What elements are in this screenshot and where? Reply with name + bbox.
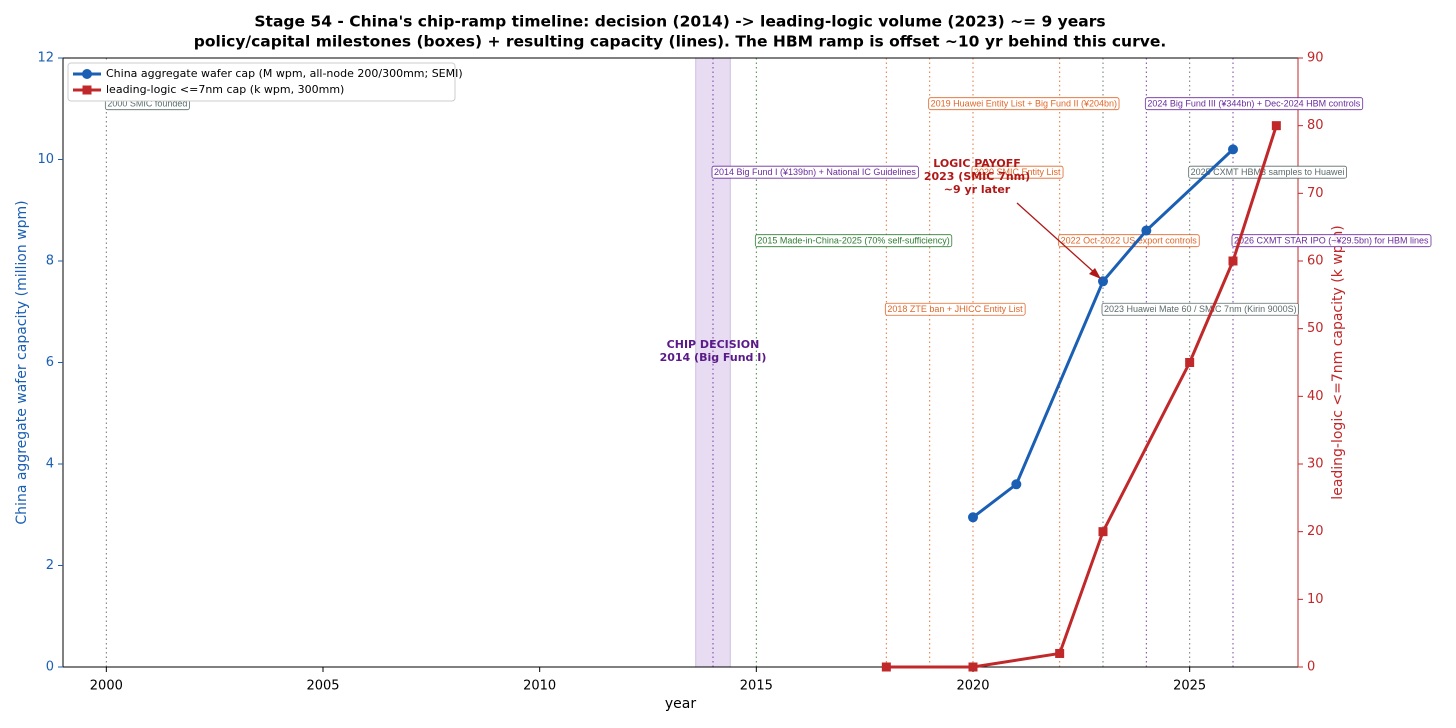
arrow-head	[1089, 268, 1101, 279]
x-axis-label: year	[665, 696, 696, 712]
milestone-box	[1144, 97, 1364, 111]
y2-tick-label: 60	[1307, 254, 1324, 269]
data-point	[1228, 256, 1238, 266]
milestone-box	[884, 302, 1026, 316]
data-point	[1098, 276, 1108, 287]
annotation: 2023 (SMIC 7nm)	[924, 170, 1030, 183]
legend-box	[67, 62, 456, 102]
milestone-box	[1188, 165, 1347, 179]
legend: China aggregate wafer cap (M wpm, all-no…	[67, 62, 463, 102]
y-tick-label: 0	[46, 660, 54, 675]
milestone-box	[1101, 302, 1299, 316]
y2-tick-label: 20	[1307, 524, 1324, 539]
milestone-box	[971, 165, 1064, 179]
data-point	[968, 512, 978, 523]
milestone-label: 2023 Huawei Mate 60 / SMIC 7nm (Kirin 90…	[1104, 304, 1297, 314]
x-tick-label: 2015	[740, 679, 773, 694]
y2-tick-label: 40	[1307, 389, 1324, 404]
x-tick-label: 2020	[956, 679, 989, 694]
chart-title: Stage 54 - China's chip-ramp timeline: d…	[254, 13, 1105, 31]
milestone-label: 2024 Big Fund III (¥344bn) + Dec-2024 HB…	[1147, 99, 1360, 109]
annotation: LOGIC PAYOFF	[933, 157, 1020, 170]
milestone-box	[754, 234, 953, 248]
y2-tick-label: 80	[1307, 118, 1324, 133]
milestone-box	[1231, 234, 1432, 248]
annotation: CHIP DECISION	[667, 338, 760, 351]
legend-label: China aggregate wafer cap (M wpm, all-no…	[106, 67, 463, 80]
y-tick-label: 8	[46, 254, 54, 269]
y2-axis-label: leading-logic <=7nm capacity (k wpm)	[1330, 225, 1346, 499]
y2-tick-label: 30	[1307, 457, 1324, 472]
y-axis-label: China aggregate wafer capacity (million …	[14, 200, 30, 524]
milestone-label: 2022 Oct-2022 US export controls	[1061, 236, 1198, 246]
y2-tick-label: 10	[1307, 592, 1324, 607]
milestone-label: 2018 ZTE ban + JHICC Entity List	[887, 304, 1023, 314]
legend-marker	[82, 85, 92, 95]
data-point	[1228, 144, 1238, 155]
data-point	[968, 662, 978, 672]
data-point	[881, 662, 891, 672]
milestone-label: 2025 CXMT HBM3 samples to Huawei	[1191, 167, 1345, 177]
y-tick-label: 10	[37, 152, 54, 167]
annotation: 2014 (Big Fund I)	[660, 351, 767, 364]
y-tick-label: 12	[37, 51, 54, 66]
data-point	[1055, 648, 1065, 658]
data-point	[1011, 479, 1022, 490]
annotation-arrow	[1016, 202, 1097, 275]
x-tick-label: 2025	[1173, 679, 1206, 694]
annotation: ~9 yr later	[944, 183, 1011, 196]
data-point	[1271, 121, 1281, 131]
data-point	[1141, 225, 1152, 236]
legend-label: leading-logic <=7nm cap (k wpm, 300mm)	[106, 83, 344, 96]
x-tick-label: 2010	[523, 679, 556, 694]
y2-tick-label: 90	[1307, 51, 1324, 66]
milestone-label: 2015 Made-in-China-2025 (70% self-suffic…	[757, 236, 949, 246]
y-tick-label: 4	[46, 457, 54, 472]
milestone-label: 2014 Big Fund I (¥139bn) + National IC G…	[714, 167, 916, 177]
milestone-box	[711, 165, 919, 179]
y2-tick-label: 0	[1307, 660, 1315, 675]
y-tick-label: 6	[46, 355, 54, 370]
y-tick-label: 2	[46, 558, 54, 573]
data-point	[1185, 358, 1195, 367]
x-tick-label: 2005	[306, 679, 339, 694]
chart-subtitle: policy/capital milestones (boxes) + resu…	[194, 33, 1166, 51]
milestone-box	[928, 97, 1120, 111]
milestone-label: 2026 CXMT STAR IPO (~¥29.5bn) for HBM li…	[1234, 236, 1429, 246]
x-tick-label: 2000	[90, 679, 123, 694]
highlight-span	[695, 57, 731, 668]
y2-tick-label: 50	[1307, 321, 1324, 336]
legend-marker	[82, 69, 92, 79]
series-line	[886, 125, 1278, 669]
milestone-label: 2000 SMIC founded	[107, 99, 187, 109]
y2-tick-label: 70	[1307, 186, 1324, 201]
milestone-label: 2020 SMIC Entity List	[974, 167, 1061, 177]
milestone-label: 2019 Huawei Entity List + Big Fund II (¥…	[931, 99, 1117, 109]
data-point	[1098, 527, 1108, 537]
